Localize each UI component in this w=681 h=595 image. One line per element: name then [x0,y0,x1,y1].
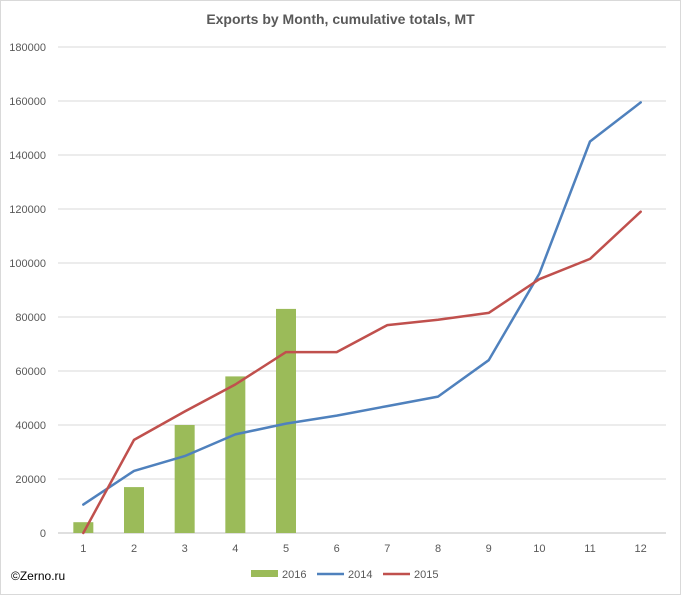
legend-label-2016: 2016 [282,569,306,581]
y-tick-label: 160000 [9,96,46,108]
legend-label-2015: 2015 [414,569,438,581]
x-tick-label: 7 [384,543,390,555]
legend-label-2014: 2014 [348,569,372,581]
x-tick-label: 3 [182,543,188,555]
bar-2016 [73,522,94,533]
y-tick-label: 100000 [9,258,46,270]
x-tick-label: 2 [131,543,137,555]
x-tick-label: 11 [584,543,595,555]
x-tick-label: 5 [283,543,289,555]
y-tick-label: 180000 [9,42,46,54]
x-tick-label: 8 [435,543,441,555]
bar-2016 [276,308,296,533]
bar-2016 [124,487,144,533]
y-tick-label: 80000 [15,312,46,324]
bar-2016 [225,376,246,533]
series-line-2014 [82,101,642,506]
y-tick-label: 40000 [15,420,46,432]
y-tick-label: 120000 [9,204,46,216]
y-tick-label: 60000 [15,366,46,378]
x-tick-label: 12 [635,543,647,555]
legend-swatch-2016 [251,570,278,577]
series-line-2015 [82,210,642,535]
x-tick-label: 6 [334,543,340,555]
y-tick-label: 140000 [9,150,46,162]
chart-title: Exports by Month, cumulative totals, MT [206,11,475,27]
x-tick-label: 4 [232,543,238,555]
y-tick-label: 0 [40,528,46,540]
bar-2016 [174,425,195,533]
y-tick-label: 20000 [15,474,46,486]
x-tick-label: 10 [533,543,545,555]
x-tick-label: 9 [486,543,492,555]
copyright-text: ©Zerno.ru [11,569,66,583]
x-tick-label: 1 [80,543,86,555]
